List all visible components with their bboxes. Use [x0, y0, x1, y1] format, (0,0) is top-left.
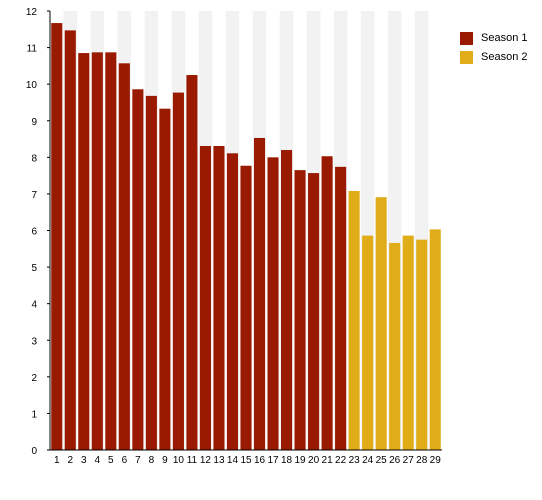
- x-tick-label: 12: [200, 455, 212, 466]
- x-tick-label: 2: [67, 455, 73, 466]
- x-axis-tick-labels: 1 2 3 4 5 6 7 8 9 10 11 12 13 14 15 16 17 18 19 20 21 22 23 24 2…: [54, 455, 441, 466]
- bar-season-1-12: [199, 145, 211, 450]
- bar-season-1-16: [253, 137, 266, 451]
- y-tick-label: 9: [31, 117, 37, 128]
- y-tick-label: 10: [26, 80, 38, 91]
- bar-season-1-6: [118, 63, 130, 450]
- x-tick-label: 26: [389, 455, 401, 466]
- y-tick-label: 8: [31, 153, 37, 164]
- x-tick-label: 18: [281, 455, 293, 466]
- legend-label-season-1: Season 1: [481, 32, 528, 44]
- bar-season-1-15: [240, 165, 252, 450]
- x-tick-label: 9: [162, 455, 168, 466]
- x-tick-label: 14: [227, 455, 239, 466]
- x-tick-label: 4: [95, 455, 101, 466]
- x-tick-label: 25: [376, 455, 388, 466]
- bar-season-1-3: [78, 53, 90, 451]
- x-tick-label: 3: [81, 455, 87, 466]
- bar-season-1-7: [132, 89, 144, 450]
- x-tick-label: 24: [362, 455, 374, 466]
- legend: Season 1 Season 2: [460, 31, 527, 69]
- x-tick-label: 16: [254, 455, 266, 466]
- y-tick-label: 3: [31, 336, 37, 347]
- bar-season-1-5: [105, 52, 117, 450]
- legend-item-season-1: Season 1: [460, 31, 527, 45]
- bar-season-1-22: [335, 166, 347, 450]
- bar-season-1-11: [186, 75, 198, 450]
- bar-season-1-13: [213, 145, 225, 450]
- x-tick-label: 8: [149, 455, 155, 466]
- y-tick-label: 12: [26, 7, 38, 18]
- bar-season-2-25: [375, 197, 387, 450]
- bar-season-1-9: [159, 108, 171, 451]
- bar-season-2-23: [348, 190, 360, 451]
- y-tick-label: 0: [31, 446, 37, 457]
- x-tick-label: 17: [267, 455, 279, 466]
- x-tick-label: 13: [213, 455, 225, 466]
- x-tick-label: 7: [135, 455, 141, 466]
- bar-season-2-24: [362, 235, 374, 450]
- legend-swatch-season-1: [460, 31, 473, 45]
- bar-season-2-28: [416, 239, 428, 450]
- y-tick-label: 2: [31, 373, 37, 384]
- y-tick-label: 5: [31, 263, 37, 274]
- x-tick-label: 19: [295, 455, 307, 466]
- bar-season-1-4: [91, 52, 103, 450]
- x-tick-label: 6: [122, 455, 128, 466]
- x-tick-label: 29: [430, 455, 442, 466]
- bar-season-1-8: [145, 95, 157, 450]
- y-tick-label: 7: [31, 190, 37, 201]
- bar-season-1-20: [308, 173, 320, 451]
- x-tick-label: 5: [108, 455, 114, 466]
- bar-season-1-19: [294, 170, 306, 450]
- bar-season-2-27: [402, 235, 414, 450]
- x-tick-label: 10: [173, 455, 185, 466]
- x-tick-label: 28: [416, 455, 428, 466]
- x-tick-label: 15: [240, 455, 252, 466]
- y-tick-label: 4: [31, 300, 37, 311]
- y-tick-label: 1: [31, 409, 37, 420]
- bar-season-2-26: [389, 242, 401, 450]
- x-tick-label: 1: [54, 455, 60, 466]
- bar-season-1-17: [267, 157, 279, 451]
- bar-season-1-14: [226, 153, 239, 450]
- x-tick-label: 21: [322, 455, 334, 466]
- legend-swatch-season-2: [460, 50, 473, 64]
- x-tick-label: 11: [187, 455, 198, 466]
- x-tick-label: 20: [308, 455, 320, 466]
- legend-label-season-2: Season 2: [481, 51, 528, 63]
- x-tick-label: 23: [349, 455, 361, 466]
- bar-season-1-10: [172, 92, 184, 450]
- legend-item-season-2: Season 2: [460, 50, 527, 64]
- bars: [51, 23, 441, 451]
- bar-season-1-21: [321, 156, 333, 450]
- y-tick-label: 6: [31, 227, 37, 238]
- bar-season-2-29: [429, 229, 441, 450]
- bar-season-1-1: [51, 23, 63, 450]
- bar-season-1-2: [64, 30, 76, 451]
- bar-season-1-18: [281, 150, 293, 450]
- y-tick-label: 11: [27, 44, 38, 55]
- x-tick-label: 27: [403, 455, 415, 466]
- x-tick-label: 22: [335, 455, 347, 466]
